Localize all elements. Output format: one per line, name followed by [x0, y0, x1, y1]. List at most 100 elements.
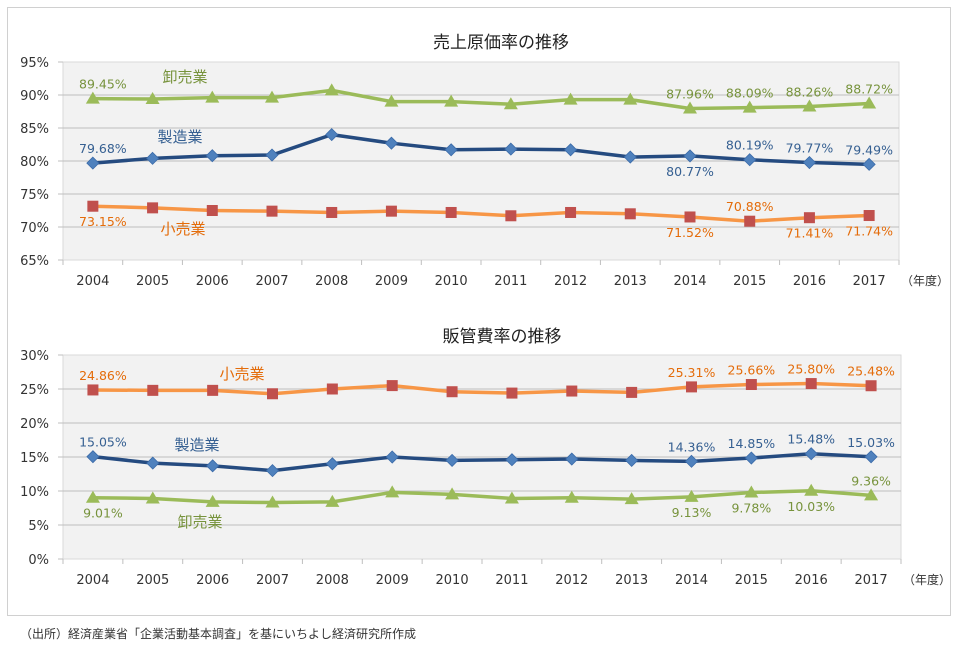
data-point-triangle — [265, 90, 279, 103]
data-point-square — [624, 208, 636, 220]
data-point-diamond — [504, 142, 518, 156]
series-name-label: 小売業 — [219, 365, 264, 383]
x-unit-label: （年度） — [903, 572, 951, 587]
series-name-label: 卸売業 — [177, 513, 222, 531]
data-point-diamond — [265, 148, 279, 162]
data-point-square — [326, 383, 338, 395]
data-label: 71.74% — [845, 224, 893, 239]
data-point-square — [686, 381, 697, 393]
x-tick-label: 2014 — [673, 274, 706, 289]
x-tick-label: 2012 — [554, 274, 587, 289]
data-point-triangle — [504, 491, 519, 504]
data-label: 24.86% — [79, 368, 127, 383]
data-point-square — [745, 379, 757, 391]
x-tick-label: 2015 — [735, 573, 768, 588]
data-point-triangle — [85, 490, 100, 503]
data-point-diamond — [862, 157, 876, 171]
data-point-diamond — [625, 453, 639, 467]
data-point-triangle — [385, 485, 400, 498]
data-point-diamond — [384, 136, 398, 150]
data-point-square — [266, 205, 278, 217]
data-point-triangle — [804, 483, 819, 496]
x-tick-label: 2005 — [136, 573, 169, 588]
x-tick-label: 2004 — [76, 274, 109, 289]
data-point-square — [684, 211, 696, 223]
data-label: 15.05% — [79, 435, 127, 450]
data-point-triangle — [503, 97, 518, 110]
data-point-diamond — [146, 151, 160, 165]
data-point-triangle — [325, 494, 340, 507]
data-point-diamond — [683, 149, 697, 163]
data-label: 88.26% — [786, 84, 834, 99]
data-point-triangle — [384, 94, 399, 107]
data-point-square — [863, 210, 875, 222]
data-label: 10.03% — [787, 499, 835, 514]
y-tick-label: 10% — [20, 485, 49, 500]
data-label: 79.49% — [845, 142, 893, 157]
x-tick-label: 2004 — [76, 573, 109, 588]
x-tick-label: 2010 — [436, 573, 469, 588]
x-tick-label: 2008 — [315, 274, 348, 289]
series-line — [92, 132, 870, 167]
data-point-triangle — [864, 488, 879, 501]
y-tick-label: 90% — [20, 89, 49, 104]
chart-2: 販管費率の推移 0% 5% 10% 15% 20% 25% 30% 2004 2005 2006 20… — [20, 327, 951, 588]
data-point-diamond — [86, 156, 100, 170]
series-2: 15.05% 14.36% 14.85% 15.48% 15.03% 製造業 — [79, 432, 895, 478]
series-name-label: 製造業 — [157, 128, 202, 146]
data-point-square — [565, 206, 577, 218]
data-point-diamond — [444, 143, 458, 157]
data-point-triangle — [444, 94, 459, 107]
series-3: 73.15% 71.52% 70.88% 71.41% 71.74% 小売業 — [79, 199, 893, 241]
data-point-diamond — [205, 149, 219, 163]
y-tick-label: 30% — [20, 349, 49, 364]
data-label: 89.45% — [79, 77, 127, 92]
data-point-square — [87, 200, 99, 212]
y-tick-label: 80% — [20, 155, 49, 170]
data-point-square — [147, 202, 159, 214]
data-point-triangle — [684, 489, 699, 502]
data-label: 15.48% — [787, 432, 835, 447]
data-label: 9.78% — [731, 500, 771, 515]
data-label: 71.52% — [666, 225, 714, 240]
data-point-square — [207, 384, 219, 396]
series-line — [92, 204, 870, 223]
x-tick-label: 2017 — [853, 274, 886, 289]
x-tick-label: 2007 — [256, 573, 289, 588]
data-point-diamond — [802, 155, 816, 170]
data-point-square — [385, 205, 397, 217]
y-tick-label: 85% — [20, 122, 49, 137]
data-point-diamond — [684, 454, 699, 468]
series-line — [92, 88, 870, 111]
data-label: 9.36% — [851, 473, 891, 488]
data-point-square — [505, 210, 517, 222]
data-label: 79.68% — [79, 141, 127, 156]
y-tick-label: 15% — [20, 451, 49, 466]
x-tick-label: 2010 — [435, 274, 468, 289]
x-tick-label: 2016 — [795, 573, 828, 588]
data-point-triangle — [324, 83, 339, 96]
data-point-diamond — [86, 450, 100, 464]
y-tick-label: 70% — [20, 221, 49, 236]
x-tick-label: 2016 — [793, 274, 826, 289]
x-tick-label: 2013 — [615, 573, 648, 588]
data-point-diamond — [505, 453, 519, 467]
x-tick-label: 2014 — [675, 573, 708, 588]
series-3: 9.01% 9.13% 9.78% 10.03% 9.36% 卸売業 — [83, 473, 891, 531]
data-point-triangle — [85, 91, 100, 104]
data-point-square — [445, 206, 457, 218]
series-1: 24.86% 25.31% 25.66% 25.80% 25.48% 小売業 — [79, 362, 895, 400]
data-point-square — [566, 385, 578, 397]
data-point-square — [446, 386, 458, 398]
y-tick-label: 0% — [28, 553, 49, 568]
data-label: 14.85% — [728, 436, 776, 451]
x-tick-label: 2006 — [196, 274, 229, 289]
x-tick-label: 2011 — [494, 274, 527, 289]
data-point-square — [805, 378, 817, 390]
data-point-diamond — [744, 451, 758, 465]
y-tick-label: 5% — [28, 519, 49, 534]
x-tick-label: 2012 — [555, 573, 588, 588]
data-label: 70.88% — [726, 199, 774, 214]
data-point-square — [386, 380, 398, 392]
